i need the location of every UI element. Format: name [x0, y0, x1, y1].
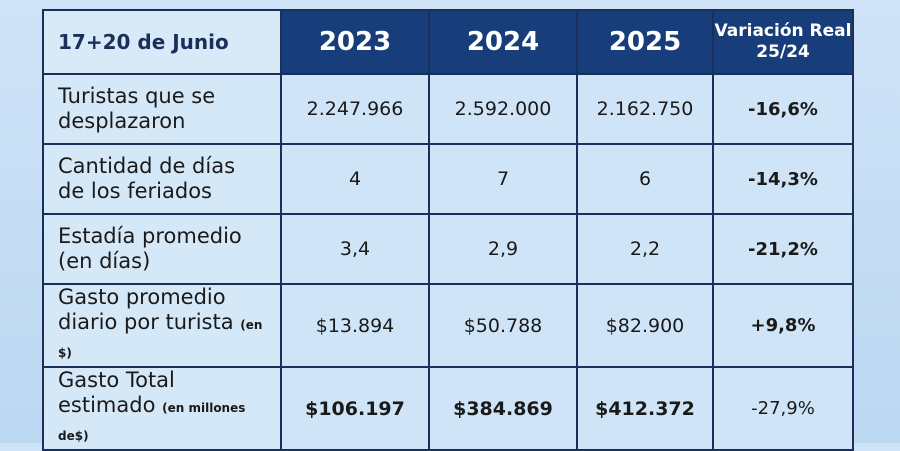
- row-label-line1: Turistas que se: [58, 84, 216, 108]
- year-header-2025: 2025: [578, 9, 714, 75]
- row-label-note: (en $): [58, 318, 263, 360]
- variation-cell: -27,9%: [714, 368, 854, 451]
- row-label-line1: Estadía promedio: [58, 224, 242, 248]
- table-row: Cantidad de días de los feriados 4 7 6 -…: [42, 145, 854, 215]
- row-label-line2: estimado: [58, 393, 156, 417]
- data-table-container: 17+20 de Junio 2023 2024 2025 Variación …: [42, 9, 854, 451]
- row-label: Gasto Total estimado (en millones de$): [42, 368, 282, 451]
- variation-header-line2: 25/24: [756, 42, 810, 62]
- variation-cell: +9,8%: [714, 285, 854, 368]
- value-cell-2024: 2,9: [430, 215, 578, 285]
- year-header-2024: 2024: [430, 9, 578, 75]
- value-cell-2024: 2.592.000: [430, 75, 578, 145]
- variation-cell: -14,3%: [714, 145, 854, 215]
- value-cell-2024: $384.869: [430, 368, 578, 451]
- value-cell-2025: 2,2: [578, 215, 714, 285]
- row-label: Turistas que se desplazaron: [42, 75, 282, 145]
- variation-header: Variación Real 25/24: [714, 9, 854, 75]
- row-label-line1: Gasto promedio: [58, 285, 226, 309]
- row-label-note: (en millones de$): [58, 401, 246, 443]
- value-cell-2024: 7: [430, 145, 578, 215]
- variation-cell: -16,6%: [714, 75, 854, 145]
- year-header-2023: 2023: [282, 9, 430, 75]
- value-cell-2025: $412.372: [578, 368, 714, 451]
- variation-header-line1: Variación Real: [714, 21, 852, 41]
- row-label-line2: de los feriados: [58, 179, 212, 203]
- value-cell-2024: $50.788: [430, 285, 578, 368]
- variation-cell: -21,2%: [714, 215, 854, 285]
- table-row: Gasto Total estimado (en millones de$) $…: [42, 368, 854, 451]
- value-cell-2023: 4: [282, 145, 430, 215]
- table-row: Estadía promedio (en días) 3,4 2,9 2,2 -…: [42, 215, 854, 285]
- value-cell-2023: 3,4: [282, 215, 430, 285]
- tourism-stats-table: 17+20 de Junio 2023 2024 2025 Variación …: [42, 9, 854, 451]
- row-label-line2: (en días): [58, 249, 151, 273]
- row-label: Cantidad de días de los feriados: [42, 145, 282, 215]
- table-row: Turistas que se desplazaron 2.247.966 2.…: [42, 75, 854, 145]
- row-label: Gasto promedio diario por turista (en $): [42, 285, 282, 368]
- header-row: 17+20 de Junio 2023 2024 2025 Variación …: [42, 9, 854, 75]
- row-label: Estadía promedio (en días): [42, 215, 282, 285]
- row-label-line1: Cantidad de días: [58, 154, 236, 178]
- value-cell-2023: $13.894: [282, 285, 430, 368]
- row-label-line1: Gasto Total: [58, 368, 175, 392]
- value-cell-2025: 6: [578, 145, 714, 215]
- value-cell-2025: $82.900: [578, 285, 714, 368]
- row-label-line2: diario por turista: [58, 310, 234, 334]
- value-cell-2025: 2.162.750: [578, 75, 714, 145]
- table-row: Gasto promedio diario por turista (en $)…: [42, 285, 854, 368]
- row-label-line2: desplazaron: [58, 109, 186, 133]
- value-cell-2023: 2.247.966: [282, 75, 430, 145]
- date-header: 17+20 de Junio: [42, 9, 282, 75]
- value-cell-2023: $106.197: [282, 368, 430, 451]
